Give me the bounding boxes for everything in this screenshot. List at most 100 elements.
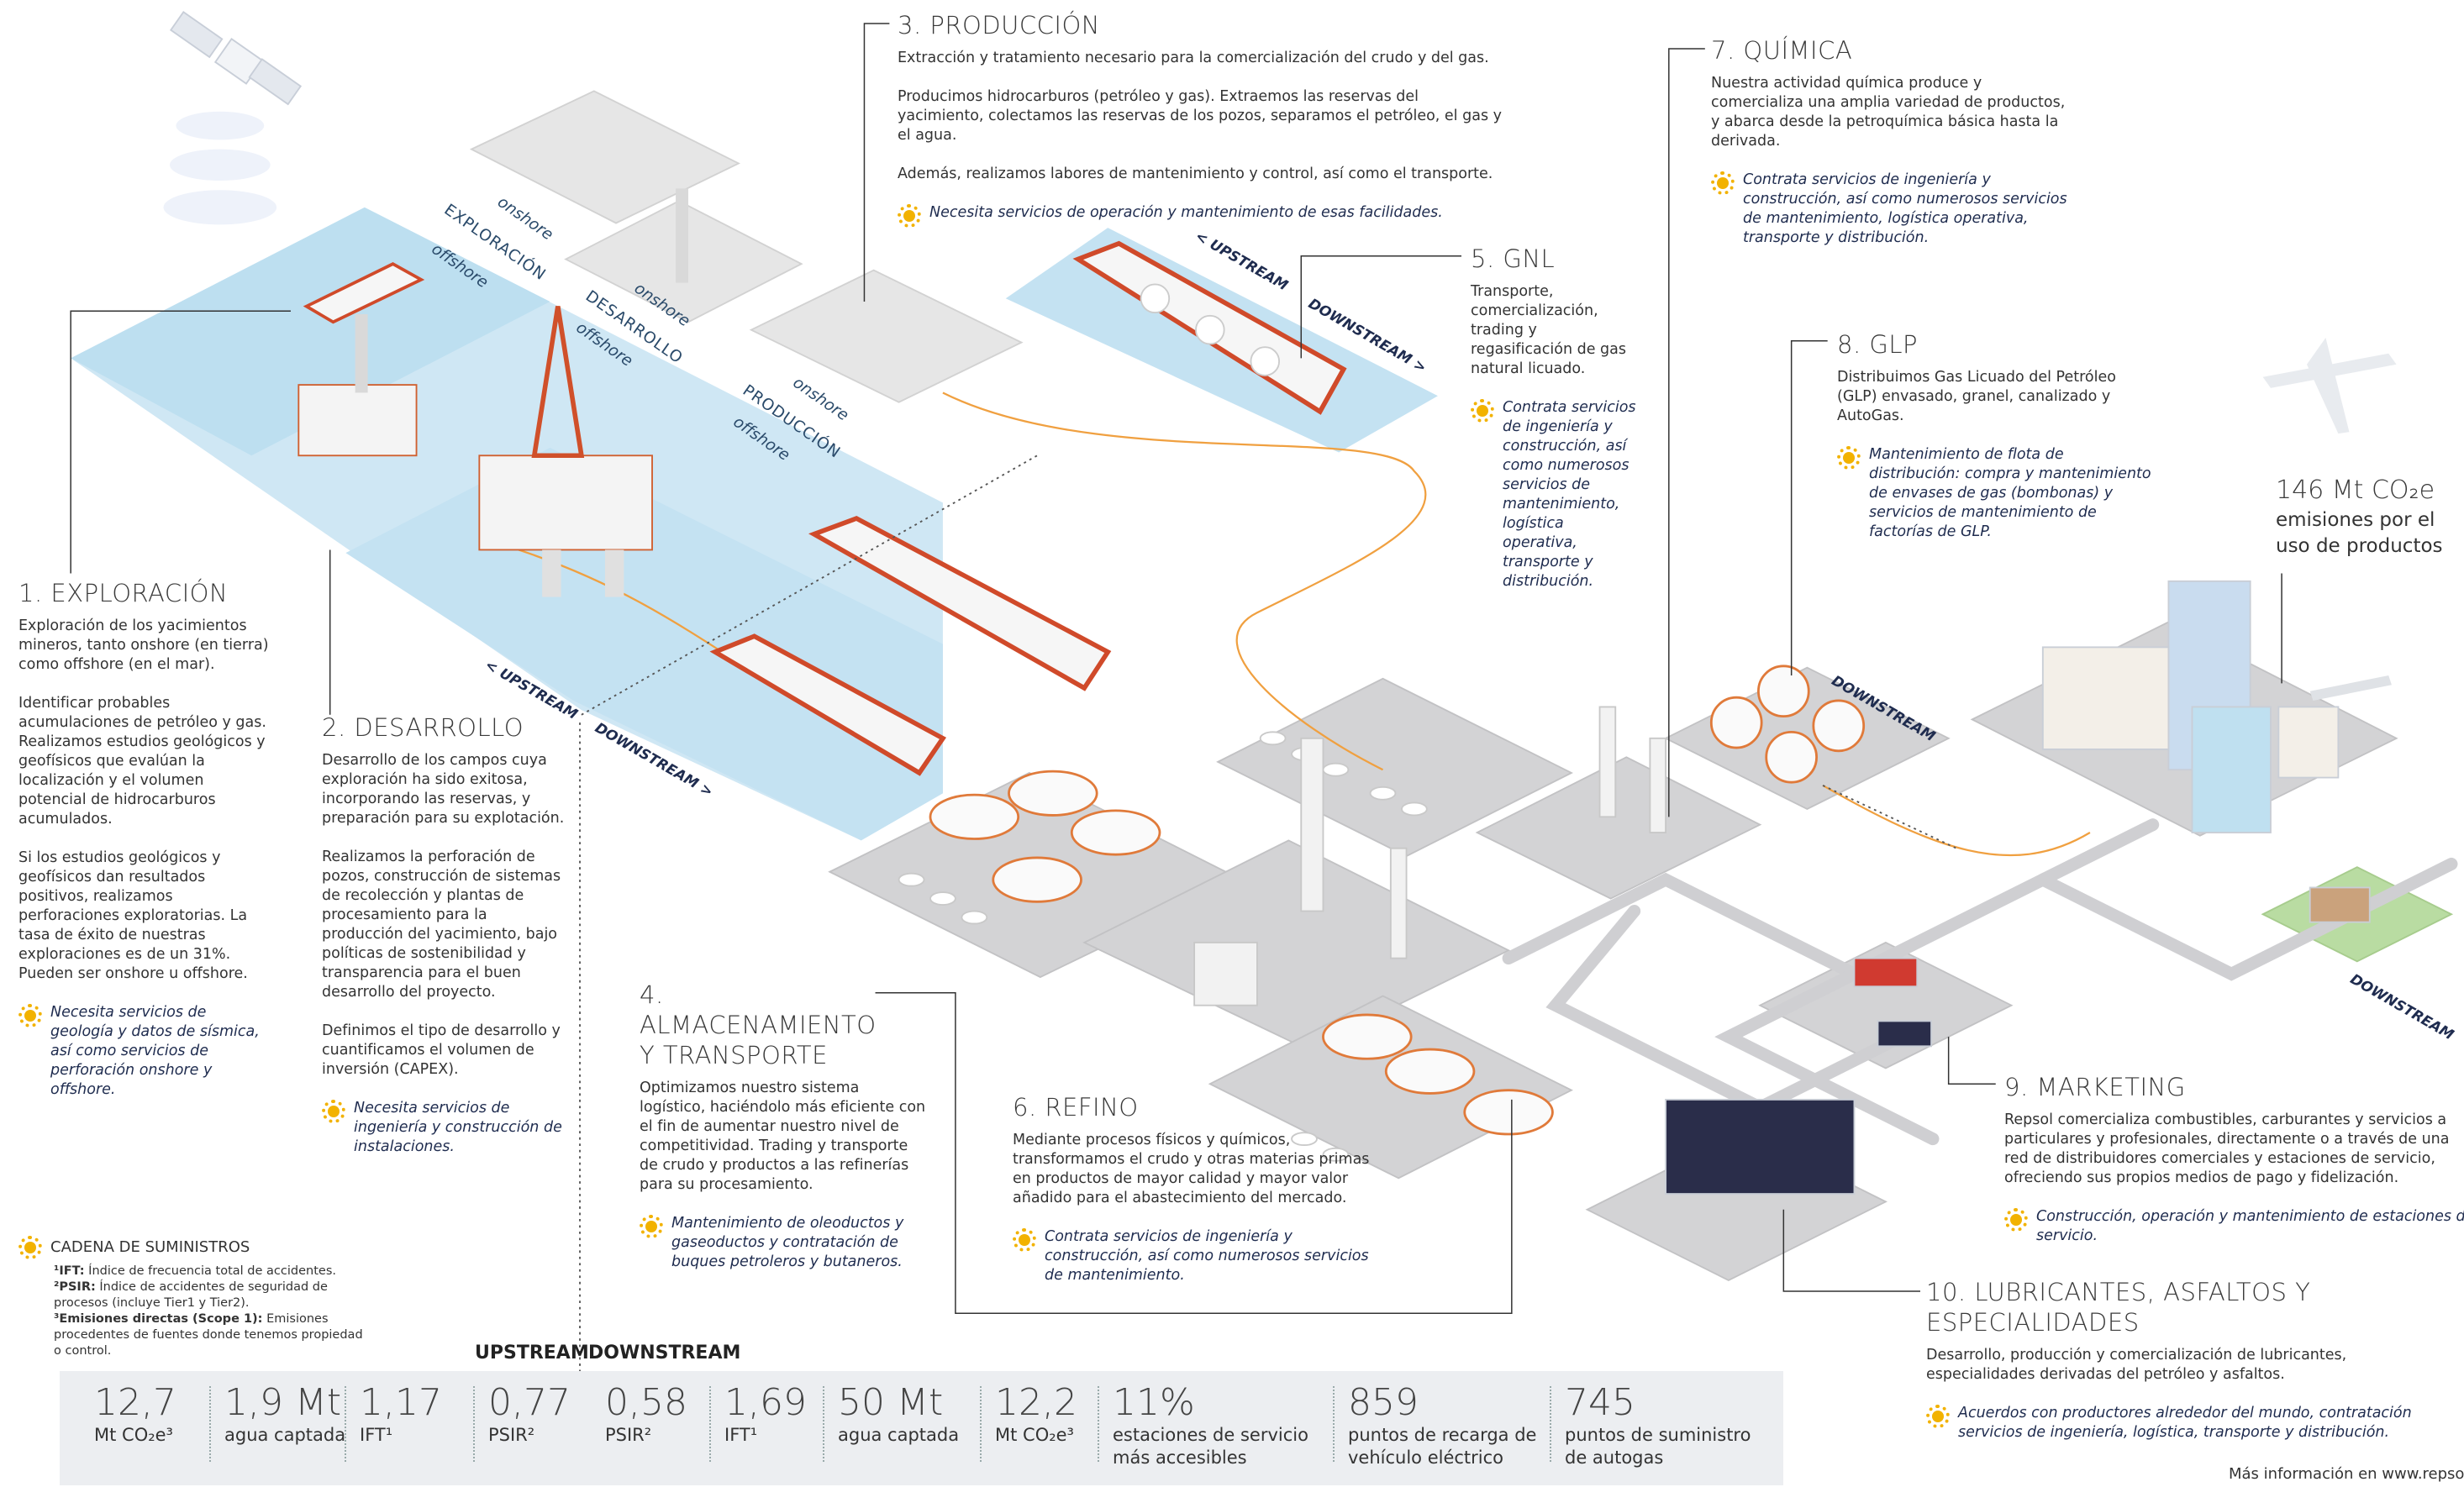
stat: 12,2 Mt CO₂e³	[995, 1382, 1129, 1447]
section-note: Necesita servicios de operación y manten…	[898, 203, 1503, 228]
stat-separator	[709, 1386, 711, 1462]
stat-value: 859	[1348, 1381, 1419, 1424]
stat-value: 0,58	[605, 1381, 687, 1424]
section-text: Definimos el tipo de desarrollo y cuanti…	[322, 1022, 561, 1078]
note-text: Mantenimiento de flota de distribución: …	[1869, 446, 2151, 540]
map-label: onshore	[494, 193, 556, 244]
section-text: Repsol comercializa combustibles, carbur…	[2004, 1111, 2450, 1186]
section: 7. QUÍMICA Nuestra actividad química prod…	[1711, 35, 2072, 248]
stat-label: puntos de recarga de vehículo eléctrico	[1348, 1425, 1537, 1468]
stat-separator	[1550, 1386, 1551, 1462]
stat: 1,69 IFT¹	[724, 1382, 859, 1447]
section-text: Producimos hidrocarburos (petróleo y gas…	[898, 88, 1502, 144]
tanks	[929, 665, 1866, 1136]
note-text: Contrata servicios de ingeniería y const…	[1045, 1228, 1369, 1284]
stat-label: estaciones de servicio más accesibles	[1113, 1425, 1308, 1468]
section-note: Mantenimiento de flota de distribución: …	[1837, 445, 2156, 542]
section-text: Desarrollo de los campos cuya exploració…	[322, 752, 565, 827]
section-title: 8. GLP	[1837, 330, 1919, 359]
section-text: Exploración de los yacimientos mineros, …	[18, 617, 269, 673]
sun-icon	[322, 1100, 345, 1123]
section-text: Si los estudios geológicos y geofísicos …	[18, 849, 248, 982]
stat-value: 12,7	[94, 1381, 176, 1424]
section-text: Además, realizamos labores de mantenimie…	[898, 166, 1493, 182]
footnote-text: Índice de frecuencia total de accidentes…	[88, 1264, 336, 1278]
stat-label: agua captada	[224, 1425, 346, 1445]
stat-label: PSIR²	[488, 1425, 535, 1445]
small-tanks	[898, 731, 1428, 1162]
stat-label: IFT¹	[360, 1425, 393, 1445]
stat-value: 1,69	[724, 1381, 807, 1424]
rigs	[297, 188, 689, 597]
stat-value: 12,2	[995, 1381, 1077, 1424]
section: 3. PRODUCCIÓN Extracción y tratamiento ne…	[898, 10, 1503, 228]
stats-bar	[60, 1371, 1783, 1485]
sun-icon	[1013, 1228, 1036, 1252]
section-note: Necesita servicios de ingeniería y const…	[322, 1099, 566, 1157]
water	[71, 207, 1438, 841]
footnotes: ¹IFT: Índice de frecuencia total de acci…	[54, 1264, 373, 1359]
sun-icon	[898, 204, 921, 228]
section-note: Contrata servicios de ingeniería y const…	[1471, 398, 1639, 591]
stat-label: Mt CO₂e³	[94, 1425, 173, 1445]
section-note: Necesita servicios de geología y datos d…	[18, 1003, 271, 1100]
stat-separator	[1333, 1386, 1335, 1462]
footnote-term: ²PSIR:	[54, 1280, 96, 1294]
section-note: Mantenimiento de oleoductos y gaseoducto…	[640, 1214, 929, 1272]
dotted-lines	[579, 455, 1957, 1486]
stat-label: puntos de suministro de autogas	[1565, 1425, 1751, 1468]
satellite	[163, 11, 303, 225]
section-title: 10. LUBRICANTES, ASFALTOS Y ESPECIALIDAD…	[1926, 1278, 2311, 1337]
section-text: Extracción y tratamiento necesario para …	[898, 50, 1489, 66]
section-title: 2. DESARROLLO	[322, 713, 524, 742]
section-title: 1. EXPLORACIÓN	[18, 579, 229, 607]
stat-label: PSIR²	[605, 1425, 652, 1445]
note-text: Necesita servicios de operación y manten…	[929, 204, 1443, 221]
roads	[1502, 818, 2458, 1146]
footnote-term: ³Emisiones directas (Scope 1):	[54, 1312, 263, 1326]
stat: 1,17 IFT¹	[360, 1382, 494, 1447]
section-text: Mediante procesos físicos y químicos, tr…	[1013, 1132, 1370, 1206]
refinery-columns	[1193, 706, 1667, 1006]
upstream-header: UPSTREAM	[475, 1343, 589, 1364]
section: 6. REFINO Mediante procesos físicos y quí…	[1013, 1092, 1374, 1285]
planes	[2262, 338, 2397, 701]
footnote-term: ¹IFT:	[54, 1264, 85, 1278]
note-text: Necesita servicios de ingeniería y const…	[354, 1100, 562, 1155]
stat: 12,7 Mt CO₂e³	[94, 1382, 229, 1447]
section: 10. LUBRICANTES, ASFALTOS Y ESPECIALIDAD…	[1926, 1277, 2447, 1442]
stat: 745 puntos de suministro de autogas	[1565, 1382, 1766, 1469]
section-title: 3. PRODUCCIÓN	[898, 11, 1100, 39]
sun-icon	[18, 1004, 42, 1027]
downstream-header: DOWNSTREAM	[588, 1343, 741, 1364]
stat-value: 50 Mt	[838, 1381, 944, 1424]
stat-value: 0,77	[488, 1381, 571, 1424]
emissions-value: 146 Mt CO₂e	[2276, 476, 2435, 505]
map-label: DOWNSTREAM	[2347, 970, 2456, 1043]
note-text: Construcción, operación y mantenimiento …	[2036, 1208, 2464, 1244]
sun-icon	[2004, 1208, 2028, 1232]
stat: 0,77 PSIR²	[488, 1382, 623, 1447]
stat: 50 Mt agua captada	[838, 1382, 972, 1447]
section-text: Realizamos la perforación de pozos, cons…	[322, 849, 561, 1001]
section-note: Acuerdos con productores alrededor del m…	[1926, 1404, 2447, 1442]
ground	[828, 621, 2454, 1281]
footnote: ¹IFT: Índice de frecuencia total de acci…	[54, 1264, 373, 1279]
stat-separator	[1098, 1386, 1099, 1462]
section-title: 4. ALMACENAMIENTO Y TRANSPORTE	[640, 980, 877, 1069]
section-note: Contrata servicios de ingeniería y const…	[1711, 171, 2072, 248]
sun-icon	[1711, 171, 1735, 195]
section-note: Construcción, operación y mantenimiento …	[2004, 1207, 2464, 1246]
section-text: Desarrollo, producción y comercializació…	[1926, 1347, 2347, 1383]
note-text: Necesita servicios de geología y datos d…	[50, 1004, 260, 1098]
legend-title-text: CADENA DE SUMINISTROS	[50, 1238, 250, 1256]
sun-icon	[1471, 399, 1494, 423]
sun-icon	[1926, 1405, 1950, 1428]
stat: 0,58 PSIR²	[605, 1382, 740, 1447]
stat: 1,9 Mt agua captada	[224, 1382, 359, 1447]
stat-label: agua captada	[838, 1425, 960, 1445]
stat-label: IFT¹	[724, 1425, 758, 1445]
stat: 11% estaciones de servicio más accesibles	[1113, 1382, 1314, 1469]
stat: 859 puntos de recarga de vehículo eléctri…	[1348, 1382, 1550, 1469]
